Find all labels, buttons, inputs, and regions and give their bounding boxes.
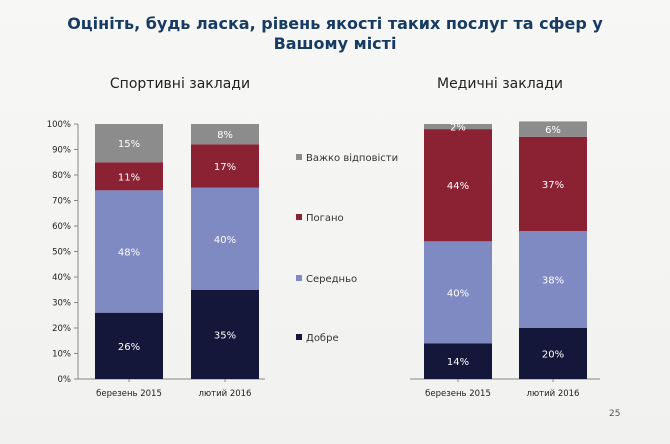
x-tick-label: березень 2015 [425, 389, 491, 399]
y-tick-label: 90% [52, 146, 71, 156]
legend-item-label: Добре [306, 333, 339, 344]
legend-swatch [296, 214, 302, 220]
legend-swatch [296, 154, 302, 160]
bar-segment [95, 312, 163, 379]
y-tick-label: 0% [58, 375, 72, 385]
y-tick-label: 10% [52, 350, 71, 360]
bar-segment [191, 187, 259, 290]
x-tick-label: березень 2015 [96, 389, 162, 399]
bar-data-label: 20% [542, 350, 564, 361]
bar-segment [191, 144, 259, 188]
legend-swatch [296, 275, 302, 281]
bar-segment [519, 121, 587, 137]
bar-data-label: 40% [447, 288, 469, 299]
y-tick-label: 40% [52, 273, 71, 283]
bar-segment [519, 231, 587, 328]
y-tick-label: 80% [52, 171, 71, 181]
bar-segment [191, 289, 259, 379]
legend-item-label: Середньо [306, 274, 357, 285]
bar-data-label: 38% [542, 276, 564, 287]
bar-segment [95, 190, 163, 313]
y-tick-label: 60% [52, 222, 71, 232]
bar-segment [519, 328, 587, 379]
bar-data-label: 26% [118, 342, 140, 353]
y-tick-label: 100% [47, 120, 71, 130]
y-tick-label: 30% [52, 299, 71, 309]
y-tick-label: 20% [52, 324, 71, 334]
bar-segment [95, 162, 163, 191]
bar-segment [191, 124, 259, 145]
bar-data-label: 2% [450, 123, 466, 134]
bar-data-label: 37% [542, 180, 564, 191]
bar-segment [424, 129, 492, 242]
y-tick-label: 50% [52, 248, 71, 258]
bar-data-label: 8% [217, 130, 233, 141]
bar-segment [424, 124, 492, 130]
legend-item-label: Важко відповісти [306, 152, 398, 164]
bar-data-label: 44% [447, 181, 469, 192]
x-tick-label: лютий 2016 [527, 389, 580, 399]
bar-data-label: 15% [118, 139, 140, 150]
bar-segment [424, 241, 492, 344]
y-tick-label: 70% [52, 197, 71, 207]
bar-segment [95, 124, 163, 163]
bar-data-label: 6% [545, 125, 561, 136]
bar-data-label: 48% [118, 248, 140, 259]
bar-data-label: 11% [118, 172, 140, 183]
legend-swatch [296, 334, 302, 340]
page-number: 25 [609, 409, 621, 419]
chart-title-medical: Медичні заклади [436, 76, 564, 92]
bar-data-label: 14% [447, 357, 469, 368]
chart-title-sports: Спортивні заклади [109, 76, 251, 92]
legend-item-label: Погано [306, 213, 344, 224]
page-title: Оцініть, будь ласка, рівень якості таких… [67, 14, 603, 53]
x-tick-label: лютий 2016 [199, 389, 252, 399]
bar-segment [424, 343, 492, 379]
bar-data-label: 40% [214, 235, 236, 246]
bar-data-label: 17% [214, 162, 236, 173]
bar-data-label: 35% [214, 330, 236, 341]
bar-segment [519, 136, 587, 232]
